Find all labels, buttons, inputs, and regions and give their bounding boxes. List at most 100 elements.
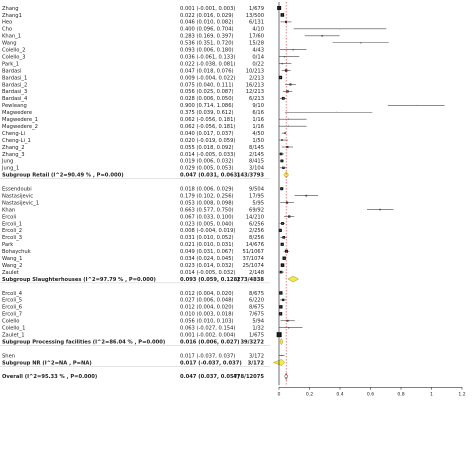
point-estimate (288, 125, 289, 127)
point-estimate (288, 327, 290, 329)
study-row: Park 0.021 (0.010, 0.031) 14/676 (2, 242, 284, 248)
study-label: Zhang1 (2, 13, 22, 19)
events-text: 16/213 (246, 82, 264, 88)
study-label: Bardasi (2, 68, 21, 74)
subgroup-label: Subgroup Slaughterhouses (I^2=97.79 % , … (2, 277, 156, 283)
events-text: 37/1074 (242, 256, 264, 262)
events-text: 51/1067 (242, 249, 264, 255)
events-text: 8/675 (249, 305, 264, 311)
events-text: 3/172 (249, 353, 264, 359)
study-row: Bardasi_3 0.056 (0.025, 0.087) 12/213 (2, 89, 293, 95)
study-row: Pewleang 0.900 (0.714, 1.086) 9/10 (2, 103, 445, 109)
study-label: Wang_1 (2, 256, 22, 262)
study-label: Ercoli_4 (2, 291, 23, 297)
study-row: Essendoubi 0.018 (0.006, 0.029) 9/504 (2, 187, 284, 193)
effect-ci-text: 0.014 (-0.005, 0.033) (180, 152, 235, 158)
study-row: Ercoli_6 0.012 (0.004, 0.020) 8/675 (2, 305, 283, 311)
study-label: Heo (2, 20, 12, 26)
point-estimate (282, 97, 284, 99)
study-label: Zhang_2 (2, 145, 25, 151)
effect-ci-text: 0.019 (0.006, 0.032) (180, 159, 234, 165)
point-estimate (282, 223, 283, 224)
study-row: Wang 0.536 (0.351, 0.720) 15/28 (2, 41, 389, 47)
point-estimate (282, 299, 284, 301)
point-estimate (284, 56, 285, 58)
effect-ci-text: 0.023 (0.014, 0.032) (180, 263, 234, 269)
effect-ci-text: 0.022 (0.016, 0.029) (180, 13, 234, 19)
subgroup-row: Subgroup NR (I^2=NA , P=NA) 0.017 (-0.037… (2, 359, 285, 366)
events-text: 6/131 (249, 20, 264, 26)
events-text: 0/22 (252, 61, 264, 67)
study-row: Magwedere_1 0.062 (-0.056, 0.181) 1/16 (2, 117, 307, 123)
effect-ci-text: 0.375 (0.039, 0.612) (180, 110, 234, 116)
point-estimate (286, 202, 288, 204)
events-text: 8/256 (249, 235, 264, 241)
point-estimate (287, 320, 288, 322)
study-label: Shen (2, 353, 15, 359)
effect-ci-text: 0.014 (-0.005, 0.032) (180, 270, 235, 276)
effect-ci-text: 0.001 (-0.001, 0.003) (180, 6, 235, 12)
point-estimate (286, 146, 288, 148)
effect-ci-text: 0.034 (0.024, 0.045) (180, 256, 234, 262)
events-text: 1/675 (249, 332, 264, 338)
effect-ci-text: 0.056 (0.010, 0.103) (180, 319, 234, 325)
events-text: 9/10 (252, 103, 264, 109)
events-text: 9/504 (249, 187, 265, 193)
effect-ci-text: 0.056 (0.025, 0.087) (180, 89, 234, 95)
study-label: Wang (2, 41, 17, 47)
effect-ci-text: 0.047 (0.037, 0.057) (180, 374, 240, 380)
study-row: Park_1 0.022 (-0.038, 0.081) 0/22 (2, 61, 292, 67)
study-row: Khan 0.663 (0.577, 0.750) 69/92 (2, 207, 394, 213)
study-label: Colello_3 (2, 54, 25, 60)
study-label: Bardasi_3 (2, 89, 27, 95)
study-label: Bohaychuk (2, 249, 31, 255)
point-estimate (282, 167, 284, 169)
study-label: Bardasi_2 (2, 82, 27, 88)
study-row: Shen 0.017 (-0.037, 0.037) 3/172 (2, 353, 285, 359)
study-row: Bardasi 0.047 (0.018, 0.076) 10/213 (2, 68, 291, 74)
events-text: 4/43 (252, 48, 264, 54)
point-estimate (281, 63, 283, 65)
study-row: Ercoli 0.067 (0.033, 0.100) 14/210 (2, 214, 295, 220)
events-text: 14/210 (246, 214, 264, 220)
point-estimate (321, 35, 323, 37)
study-label: Colello_2 (2, 48, 25, 54)
effect-ci-text: 0.027 (0.006, 0.048) (180, 298, 234, 304)
effect-ci-text: 0.093 (0.006, 0.180) (180, 48, 234, 54)
point-estimate (283, 257, 285, 259)
effect-ci-text: 0.053 (0.008, 0.098) (180, 200, 234, 206)
study-label: Cheng-Li (2, 131, 25, 137)
events-text: 7/675 (249, 312, 264, 318)
point-estimate (379, 209, 381, 210)
effect-ci-text: 0.018 (0.006, 0.029) (180, 187, 234, 193)
study-label: Zaulet (2, 270, 19, 276)
effect-ci-text: 0.021 (0.010, 0.031) (180, 242, 234, 248)
study-row: Nastasijevic_1 0.053 (0.008, 0.098) 5/95 (2, 200, 294, 206)
study-row: Ercoli_2 0.008 (-0.004, 0.019) 2/256 (2, 228, 282, 234)
effect-ci-text: 0.017 (-0.037, 0.037) (180, 360, 242, 366)
point-estimate (281, 14, 283, 16)
study-row: Zhang_3 0.014 (-0.005, 0.033) 2/145 (2, 152, 285, 158)
rows-layer: Zhang 0.001 (-0.001, 0.003) 1/679 Zhang1 0.0… (0, 6, 445, 380)
point-estimate (285, 21, 287, 23)
study-row: Heo 0.046 (0.010, 0.082) 6/131 (2, 20, 292, 26)
effect-ci-text: 0.663 (0.577, 0.750) (180, 207, 234, 213)
subgroup-label: Overall (I^2=95.33 % , P=0.000) (2, 374, 97, 380)
effect-ci-text: 0.046 (0.010, 0.082) (180, 20, 234, 26)
effect-ci-text: 0.283 (0.169, 0.397) (180, 34, 234, 40)
study-row: Jung_1 0.029 (0.005, 0.053) 3/104 (1, 166, 288, 172)
study-row: Magwedere_2 0.062 (-0.056, 0.181) 1/16 (2, 124, 307, 130)
point-estimate (360, 42, 362, 44)
study-label: Cheng-Li_1 (2, 138, 31, 144)
study-label: Bardasi_4 (2, 96, 28, 102)
point-estimate (415, 104, 417, 106)
overall-diamond (284, 372, 288, 381)
point-estimate (280, 271, 282, 273)
events-text: 5/95 (252, 200, 264, 206)
study-label: Ercoli (2, 214, 16, 220)
study-row: Khan_1 0.283 (0.169, 0.397) 17/60 (2, 34, 340, 40)
point-estimate (283, 236, 285, 238)
study-label: Ercoli_5 (2, 298, 22, 304)
x-tick-label: 0.2 (306, 391, 313, 397)
study-label: Khan (2, 207, 15, 213)
